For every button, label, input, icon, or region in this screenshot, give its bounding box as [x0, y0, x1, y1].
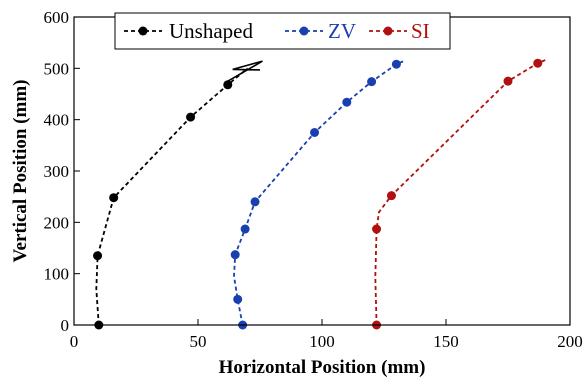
y-tick-label: 400 [44, 111, 70, 130]
plot-frame [73, 16, 571, 326]
data-point [367, 77, 377, 87]
data-point [250, 197, 260, 207]
y-tick-label: 200 [44, 213, 70, 232]
series-si [372, 58, 546, 330]
legend-label-zv: ZV [328, 19, 356, 43]
y-tick-label: 100 [44, 265, 70, 284]
data-point [310, 128, 320, 137]
data-point [372, 224, 382, 234]
legend-marker [138, 26, 148, 36]
y-tick-label: 600 [44, 8, 70, 27]
y-tick-label: 300 [44, 162, 70, 181]
series-line [374, 59, 546, 326]
series-arrow [227, 60, 263, 82]
series-line [233, 60, 405, 326]
legend-marker [299, 26, 309, 36]
series-unshaped [93, 60, 263, 330]
y-axis-label: Vertical Position (mm) [10, 80, 31, 263]
data-point [342, 97, 352, 107]
data-point [391, 59, 401, 69]
data-point [223, 80, 233, 90]
legend-label-si: SI [411, 19, 430, 43]
data-point [386, 191, 396, 201]
x-axis-label: Horizontal Position (mm) [219, 357, 426, 378]
y-tick-label: 500 [44, 59, 70, 78]
x-tick-label: 100 [309, 332, 335, 351]
legend-box [114, 12, 451, 50]
data-point [93, 251, 103, 261]
x-tick-label: 200 [557, 332, 583, 351]
legend-label-unshaped: Unshaped [169, 19, 253, 43]
legend-marker [383, 26, 393, 36]
y-tick-label: 0 [61, 316, 70, 335]
data-point [109, 193, 119, 203]
data-point [503, 76, 513, 86]
series-line [95, 67, 249, 326]
legend: Unshaped ZV SI [114, 12, 451, 50]
ticks-layer: 0 50 100 150 200 0 100 200 300 400 500 600 [44, 8, 583, 351]
data-point [533, 58, 543, 68]
series-layer [93, 58, 546, 330]
data-point [240, 224, 250, 234]
data-point [186, 112, 196, 122]
data-point [233, 294, 243, 304]
data-point [230, 250, 240, 260]
x-tick-label: 50 [190, 332, 207, 351]
x-tick-label: 150 [433, 332, 459, 351]
series-zv [230, 59, 405, 330]
x-tick-label: 0 [70, 332, 79, 351]
